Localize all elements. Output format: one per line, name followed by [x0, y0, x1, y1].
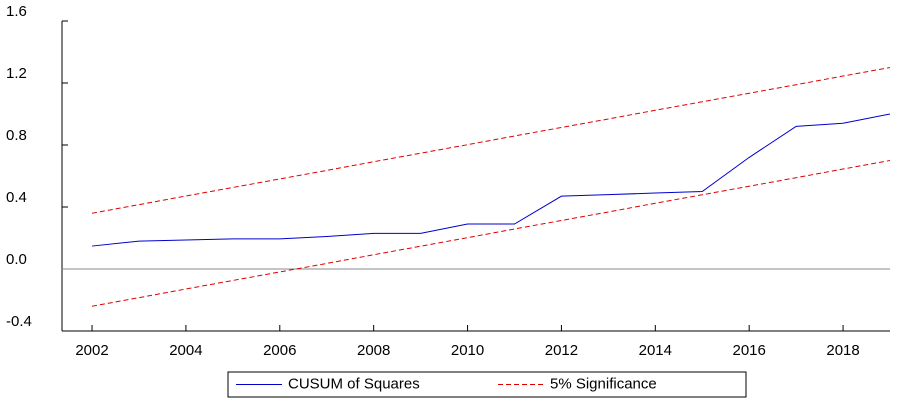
y-tick-label: -0.4	[6, 313, 32, 330]
y-tick-label: 0.0	[6, 251, 27, 268]
legend-label: CUSUM of Squares	[288, 375, 420, 392]
series-line	[91, 160, 891, 307]
x-tick-label: 2010	[451, 342, 484, 359]
y-tick-label: 0.8	[6, 127, 27, 144]
y-tick-label: 1.2	[6, 65, 27, 82]
x-tick-label: 2016	[732, 342, 765, 359]
y-tick-label: 0.4	[6, 189, 27, 206]
x-tick-label: 2018	[826, 342, 859, 359]
x-tick-label: 2008	[357, 342, 390, 359]
series-line	[91, 67, 891, 214]
x-tick-label: 2006	[263, 342, 296, 359]
x-tick-label: 2014	[639, 342, 672, 359]
series-line	[91, 113, 891, 247]
x-tick-label: 2004	[169, 342, 202, 359]
legend-label: 5% Significance	[550, 375, 657, 392]
legend-box	[227, 371, 747, 398]
y-tick-label: 1.6	[6, 3, 27, 20]
x-tick-label: 2012	[545, 342, 578, 359]
x-tick-label: 2002	[75, 342, 108, 359]
